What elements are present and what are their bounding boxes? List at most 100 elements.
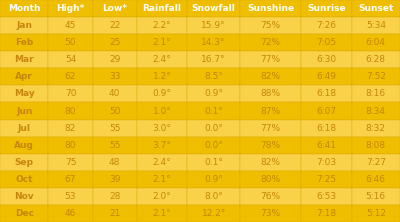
Bar (93, 85, 137, 103)
Bar (240, 68, 301, 85)
Bar (93, 119, 137, 137)
Text: 73%: 73% (260, 209, 280, 218)
Bar (352, 34, 400, 51)
Bar (48, 17, 93, 34)
Bar (352, 103, 400, 119)
Text: 8.0°: 8.0° (204, 192, 223, 201)
Text: 21: 21 (109, 209, 120, 218)
Text: 70: 70 (65, 89, 76, 98)
Bar (48, 137, 93, 154)
Bar (240, 137, 301, 154)
Bar (240, 205, 301, 222)
Bar (93, 171, 137, 188)
Bar (240, 188, 301, 205)
Text: 82%: 82% (260, 72, 280, 81)
Bar (0, 0, 48, 17)
Text: 1.0°: 1.0° (153, 107, 172, 115)
Bar (0, 85, 48, 103)
Bar (187, 137, 240, 154)
Bar (187, 188, 240, 205)
Text: Aug: Aug (14, 141, 34, 150)
Text: 7:52: 7:52 (366, 72, 386, 81)
Bar (48, 154, 93, 171)
Text: 0.0°: 0.0° (204, 124, 223, 133)
Bar (240, 17, 301, 34)
Text: 22: 22 (109, 21, 120, 30)
Text: 55: 55 (109, 124, 120, 133)
Bar (352, 119, 400, 137)
Text: 77%: 77% (260, 124, 280, 133)
Bar (93, 34, 137, 51)
Bar (48, 0, 93, 17)
Bar (93, 205, 137, 222)
Bar (240, 171, 301, 188)
Bar (48, 85, 93, 103)
Bar (352, 205, 400, 222)
Text: Jun: Jun (16, 107, 32, 115)
Text: 50: 50 (109, 107, 120, 115)
Text: 0.9°: 0.9° (153, 89, 172, 98)
Text: 78%: 78% (260, 141, 280, 150)
Text: 75%: 75% (260, 21, 280, 30)
Text: 1.2°: 1.2° (153, 72, 172, 81)
Bar (240, 119, 301, 137)
Text: 87%: 87% (260, 107, 280, 115)
Text: 7:26: 7:26 (316, 21, 336, 30)
Text: 3.0°: 3.0° (153, 124, 172, 133)
Bar (48, 119, 93, 137)
Text: 7:18: 7:18 (316, 209, 336, 218)
Bar (93, 137, 137, 154)
Bar (301, 51, 352, 68)
Text: 12.2°: 12.2° (202, 209, 226, 218)
Text: 0.1°: 0.1° (204, 158, 223, 167)
Text: 6:41: 6:41 (316, 141, 336, 150)
Bar (0, 51, 48, 68)
Bar (0, 154, 48, 171)
Text: 5:16: 5:16 (366, 192, 386, 201)
Text: 5:34: 5:34 (366, 21, 386, 30)
Text: 6:07: 6:07 (316, 107, 336, 115)
Text: 80: 80 (65, 107, 76, 115)
Bar (0, 119, 48, 137)
Bar (240, 34, 301, 51)
Text: 39: 39 (109, 175, 120, 184)
Text: 7:05: 7:05 (316, 38, 336, 47)
Text: 33: 33 (109, 72, 120, 81)
Text: 7:27: 7:27 (366, 158, 386, 167)
Bar (0, 17, 48, 34)
Bar (187, 17, 240, 34)
Text: 6:18: 6:18 (316, 89, 336, 98)
Bar (301, 171, 352, 188)
Bar (187, 171, 240, 188)
Text: 2.4°: 2.4° (153, 55, 172, 64)
Text: 76%: 76% (260, 192, 280, 201)
Bar (137, 154, 187, 171)
Bar (0, 205, 48, 222)
Text: 75: 75 (65, 158, 76, 167)
Bar (187, 85, 240, 103)
Bar (301, 68, 352, 85)
Bar (93, 103, 137, 119)
Bar (352, 17, 400, 34)
Text: Oct: Oct (16, 175, 33, 184)
Text: Dec: Dec (15, 209, 34, 218)
Text: Sep: Sep (15, 158, 34, 167)
Bar (240, 51, 301, 68)
Bar (48, 51, 93, 68)
Bar (48, 188, 93, 205)
Text: 14.3°: 14.3° (202, 38, 226, 47)
Bar (93, 51, 137, 68)
Bar (301, 103, 352, 119)
Bar (301, 154, 352, 171)
Text: Sunset: Sunset (358, 4, 394, 13)
Bar (93, 68, 137, 85)
Text: Month: Month (8, 4, 40, 13)
Bar (137, 188, 187, 205)
Bar (301, 85, 352, 103)
Bar (352, 137, 400, 154)
Bar (301, 0, 352, 17)
Bar (187, 34, 240, 51)
Bar (240, 103, 301, 119)
Bar (352, 171, 400, 188)
Text: Jul: Jul (18, 124, 31, 133)
